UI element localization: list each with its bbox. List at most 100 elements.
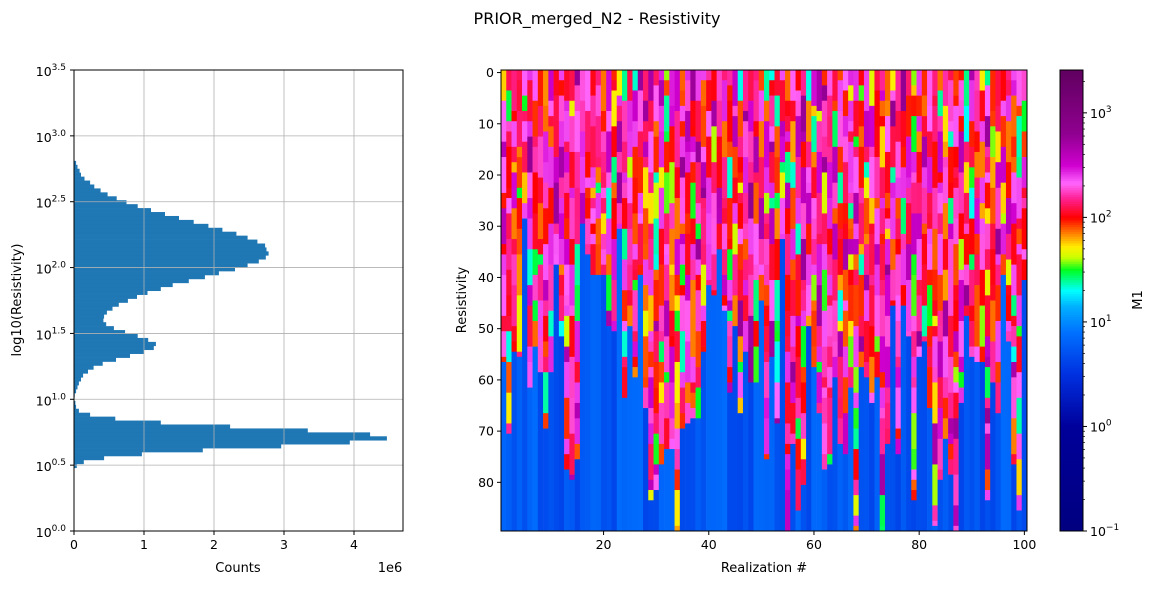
image-cell-layer bbox=[779, 80, 786, 122]
image-cell-layer bbox=[537, 105, 544, 137]
image-cell-layer bbox=[543, 356, 549, 373]
image-cell-layer bbox=[590, 167, 596, 178]
colorbar-segment bbox=[1060, 459, 1083, 463]
image-cell-layer bbox=[874, 198, 881, 209]
histogram-bar bbox=[74, 373, 84, 378]
image-cell-layer bbox=[632, 290, 639, 332]
image-cell-layer bbox=[606, 310, 612, 327]
image-cell-layer bbox=[721, 70, 728, 81]
image-cell-layer bbox=[821, 85, 828, 102]
image-cell-layer bbox=[811, 274, 817, 301]
image-cell-layer bbox=[742, 280, 749, 296]
image-cell-layer bbox=[884, 274, 891, 317]
image-cell-layer bbox=[874, 244, 881, 265]
image-cell-layer bbox=[590, 177, 596, 189]
image-cell-layer bbox=[1016, 70, 1023, 107]
image-cell-layer bbox=[779, 136, 786, 163]
image-cell-layer bbox=[695, 141, 702, 163]
colorbar-segment bbox=[1060, 238, 1083, 242]
image-cell-layer bbox=[553, 70, 560, 96]
colorbar-segment bbox=[1060, 498, 1083, 502]
image-cell-layer bbox=[900, 70, 907, 112]
image-cell-layer bbox=[590, 208, 596, 224]
image-cell-layer bbox=[674, 469, 681, 491]
image-cell-layer bbox=[832, 100, 838, 112]
image-cell-layer bbox=[569, 474, 575, 481]
image-cell-basement bbox=[648, 500, 654, 531]
image-cell-layer bbox=[732, 203, 738, 224]
image-cell-layer bbox=[700, 305, 707, 322]
image-cell-layer bbox=[932, 315, 938, 327]
colorbar-tick-label: 10−1 bbox=[1090, 523, 1119, 539]
image-cell-layer bbox=[690, 280, 696, 317]
image-cell-layer bbox=[874, 351, 881, 378]
image-cell-layer bbox=[564, 192, 570, 219]
image-cell-layer bbox=[501, 315, 507, 332]
image-cell-layer bbox=[669, 228, 675, 265]
image-cell-layer bbox=[932, 300, 938, 317]
image-cell-layer bbox=[664, 70, 670, 81]
colorbar-segment bbox=[1060, 385, 1083, 389]
image-cell-layer bbox=[853, 285, 859, 327]
image-cell-basement bbox=[516, 356, 523, 531]
image-cell-layer bbox=[679, 198, 686, 224]
image-cell-layer bbox=[848, 228, 854, 240]
image-cell-layer bbox=[1016, 459, 1023, 496]
image-cell-layer bbox=[769, 141, 775, 153]
image-cell-layer bbox=[953, 505, 959, 527]
image-cell-layer bbox=[795, 397, 802, 419]
image-cell-layer bbox=[827, 116, 833, 148]
image-cell-layer bbox=[821, 387, 828, 399]
image-cell-layer bbox=[953, 300, 959, 332]
colorbar-segment bbox=[1060, 155, 1083, 159]
image-cell-layer bbox=[906, 331, 912, 337]
colorbar-segment bbox=[1060, 468, 1083, 472]
y-tick-label: 103.5 bbox=[36, 63, 66, 79]
image-cell-layer bbox=[611, 320, 618, 332]
image-cell-layer bbox=[779, 172, 786, 199]
colorbar-segment bbox=[1060, 157, 1083, 161]
image-cell-layer bbox=[821, 244, 828, 271]
image-cell-layer bbox=[984, 249, 991, 271]
image-cell-layer bbox=[637, 131, 644, 158]
image-cell-layer bbox=[764, 70, 770, 102]
colorbar-segment bbox=[1060, 102, 1083, 106]
image-cell-layer bbox=[522, 121, 528, 143]
image-cell-layer bbox=[963, 285, 970, 306]
x-tick-label: 40 bbox=[701, 537, 717, 552]
image-cell-layer bbox=[853, 428, 859, 450]
image-cell-layer bbox=[821, 346, 828, 378]
image-cell-layer bbox=[643, 70, 649, 102]
histogram-bar bbox=[74, 180, 91, 185]
image-cell-layer bbox=[574, 151, 581, 189]
image-cell-layer bbox=[569, 116, 575, 153]
image-cell-layer bbox=[821, 377, 828, 388]
image-cell-layer bbox=[785, 490, 791, 532]
image-cell-layer bbox=[858, 244, 865, 255]
image-cell-layer bbox=[774, 192, 781, 209]
image-cell-layer bbox=[932, 141, 938, 173]
colorbar-segment bbox=[1060, 475, 1083, 479]
image-cell-layer bbox=[963, 233, 970, 265]
colorbar-segment bbox=[1060, 510, 1083, 514]
image-cell-layer bbox=[821, 397, 828, 424]
image-cell-layer bbox=[616, 95, 623, 107]
image-cell-layer bbox=[848, 131, 854, 143]
image-cell-layer bbox=[569, 433, 575, 475]
image-cell-layer bbox=[1005, 295, 1012, 322]
image-cell-layer bbox=[685, 151, 691, 173]
image-cell-layer bbox=[932, 326, 938, 337]
histogram-bar bbox=[74, 404, 77, 410]
image-cell-layer bbox=[974, 70, 980, 91]
colorbar-segment bbox=[1060, 383, 1083, 387]
image-cell-layer bbox=[995, 105, 1001, 132]
colorbar-segment bbox=[1060, 268, 1083, 272]
colorbar-segment bbox=[1060, 224, 1083, 228]
image-cell-layer bbox=[795, 356, 802, 399]
image-cell-layer bbox=[921, 336, 928, 342]
image-cell-layer bbox=[1021, 131, 1028, 158]
image-cell-layer bbox=[842, 136, 849, 163]
image-cell-layer bbox=[869, 233, 875, 255]
image-cell-layer bbox=[564, 100, 570, 112]
image-cell-layer bbox=[848, 218, 854, 230]
